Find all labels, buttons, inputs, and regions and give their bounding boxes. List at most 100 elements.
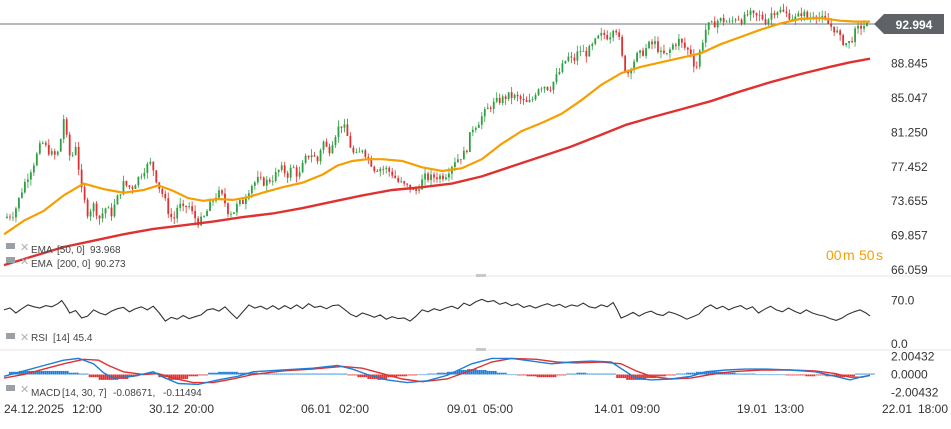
candle xyxy=(83,182,86,204)
candle xyxy=(15,206,17,223)
time-tick-label: 06.01 xyxy=(301,402,331,416)
macd-histogram-bar xyxy=(453,371,455,375)
macd-histogram-bar xyxy=(184,374,187,379)
macd-histogram-bar xyxy=(359,374,362,378)
candle xyxy=(394,170,397,179)
macd-histogram-bar xyxy=(548,374,551,378)
macd-histogram-bar xyxy=(283,373,286,375)
menu-icon[interactable] xyxy=(6,257,15,263)
candle xyxy=(776,11,779,19)
candle xyxy=(797,10,800,17)
macd-histogram-bar xyxy=(192,374,195,377)
candle xyxy=(146,161,149,179)
macd-histogram-bar xyxy=(399,374,402,377)
macd-histogram-bar xyxy=(674,374,676,376)
macd-histogram-bar xyxy=(480,370,483,375)
macd-histogram-bar xyxy=(449,371,451,375)
macd-histogram-bar xyxy=(636,374,638,380)
macd-histogram-bar xyxy=(644,374,646,380)
candle xyxy=(851,36,853,44)
price-pane[interactable]: 88.845 85.047 81.250 77.452 73.655 69.857 66.0… xyxy=(0,3,944,277)
macd-histogram-bar xyxy=(369,374,372,379)
candle xyxy=(92,201,95,218)
candle xyxy=(346,118,349,137)
macd-histogram-bar xyxy=(791,374,794,376)
candle xyxy=(224,187,226,207)
ema-200-legend[interactable]: ✕ EMA [200, 0] 90.273 xyxy=(6,256,126,270)
macd-histogram-bar xyxy=(78,373,81,375)
candle xyxy=(451,165,453,180)
macd-histogram-bar xyxy=(355,374,358,376)
candle xyxy=(710,20,713,24)
macd-histogram-bar xyxy=(132,374,135,377)
menu-icon[interactable] xyxy=(6,333,15,339)
time-tick-label: 09.01 xyxy=(447,402,477,416)
candle xyxy=(686,46,689,55)
rsi-pane[interactable]: 70.0 0.0 ✕ RSI [14] 45.4 xyxy=(3,294,915,351)
macd-histogram-bar xyxy=(413,374,416,376)
macd-histogram-bar xyxy=(331,373,334,375)
price-tick-label: 66.059 xyxy=(891,263,928,277)
menu-icon[interactable] xyxy=(6,243,15,249)
candle xyxy=(379,166,382,177)
candle xyxy=(6,213,8,219)
macd-histogram-bar xyxy=(779,374,782,376)
macd-histogram-bar xyxy=(291,373,294,375)
macd-histogram-bar xyxy=(186,374,189,379)
macd-histogram-bar xyxy=(628,374,631,380)
candle xyxy=(636,51,638,63)
pane-resize-handle[interactable] xyxy=(476,274,486,277)
candle xyxy=(722,14,725,26)
candle xyxy=(253,180,256,190)
macd-histogram-bar xyxy=(230,371,232,375)
macd-histogram-bar xyxy=(562,374,565,376)
macd-legend[interactable]: ✕ MACD [14, 30, 7] -0.08671, -0.11494 xyxy=(6,384,202,399)
price-tick-label: 88.845 xyxy=(891,57,928,71)
macd-histogram-bar xyxy=(612,373,615,375)
close-icon[interactable]: ✕ xyxy=(20,332,29,344)
candle xyxy=(468,132,471,153)
close-icon[interactable]: ✕ xyxy=(20,384,29,396)
time-tick-label: 22.01 xyxy=(882,402,912,416)
macd-histogram-bar xyxy=(622,374,625,379)
candle xyxy=(734,17,737,23)
macd-histogram-bar xyxy=(415,374,417,376)
time-tick-label: 05:00 xyxy=(483,402,513,416)
macd-histogram-bar xyxy=(642,374,644,380)
macd-histogram-bar xyxy=(100,374,103,380)
macd-histogram-bar xyxy=(425,374,427,376)
candle xyxy=(101,207,104,223)
candle xyxy=(486,103,489,110)
macd-histogram-bar xyxy=(303,373,306,375)
macd-histogram-bar xyxy=(311,373,314,375)
candle xyxy=(618,28,621,41)
rsi-tick-label: 70.0 xyxy=(891,294,915,308)
macd-histogram-bar xyxy=(190,374,193,377)
macd-histogram-bar xyxy=(234,371,236,375)
ema-50-legend[interactable]: ✕ EMA [50, 0] 93.968 xyxy=(6,242,121,256)
candle xyxy=(289,164,292,181)
candle xyxy=(134,184,137,189)
time-axis[interactable]: 24.12.2025 12:00 30.12 20:00 06.01 02:00 09.01… xyxy=(4,402,948,416)
macd-histogram-bar xyxy=(568,373,571,375)
menu-icon[interactable] xyxy=(6,385,15,391)
macd-histogram-bar xyxy=(693,372,696,375)
candle xyxy=(866,22,868,27)
macd-histogram-bar xyxy=(443,372,445,375)
pane-resize-handle[interactable] xyxy=(476,348,486,351)
candle xyxy=(483,107,486,123)
macd-histogram-bar xyxy=(805,374,808,377)
close-icon[interactable]: ✕ xyxy=(20,242,29,254)
rsi-legend[interactable]: ✕ RSI [14] 45.4 xyxy=(6,332,93,344)
candle xyxy=(624,54,627,73)
macd-histogram-bar xyxy=(52,370,55,375)
close-icon[interactable]: ✕ xyxy=(20,256,29,268)
macd-pane[interactable]: 2.00432 0.0000 -2.00432 ✕ MACD [14, 30, 7]… xyxy=(3,350,939,400)
macd-histogram-bar xyxy=(751,373,754,375)
macd-histogram-bar xyxy=(64,370,67,375)
macd-histogram-bar xyxy=(775,374,778,376)
macd-histogram-bar xyxy=(80,373,83,375)
macd-histogram-bar xyxy=(474,369,477,375)
